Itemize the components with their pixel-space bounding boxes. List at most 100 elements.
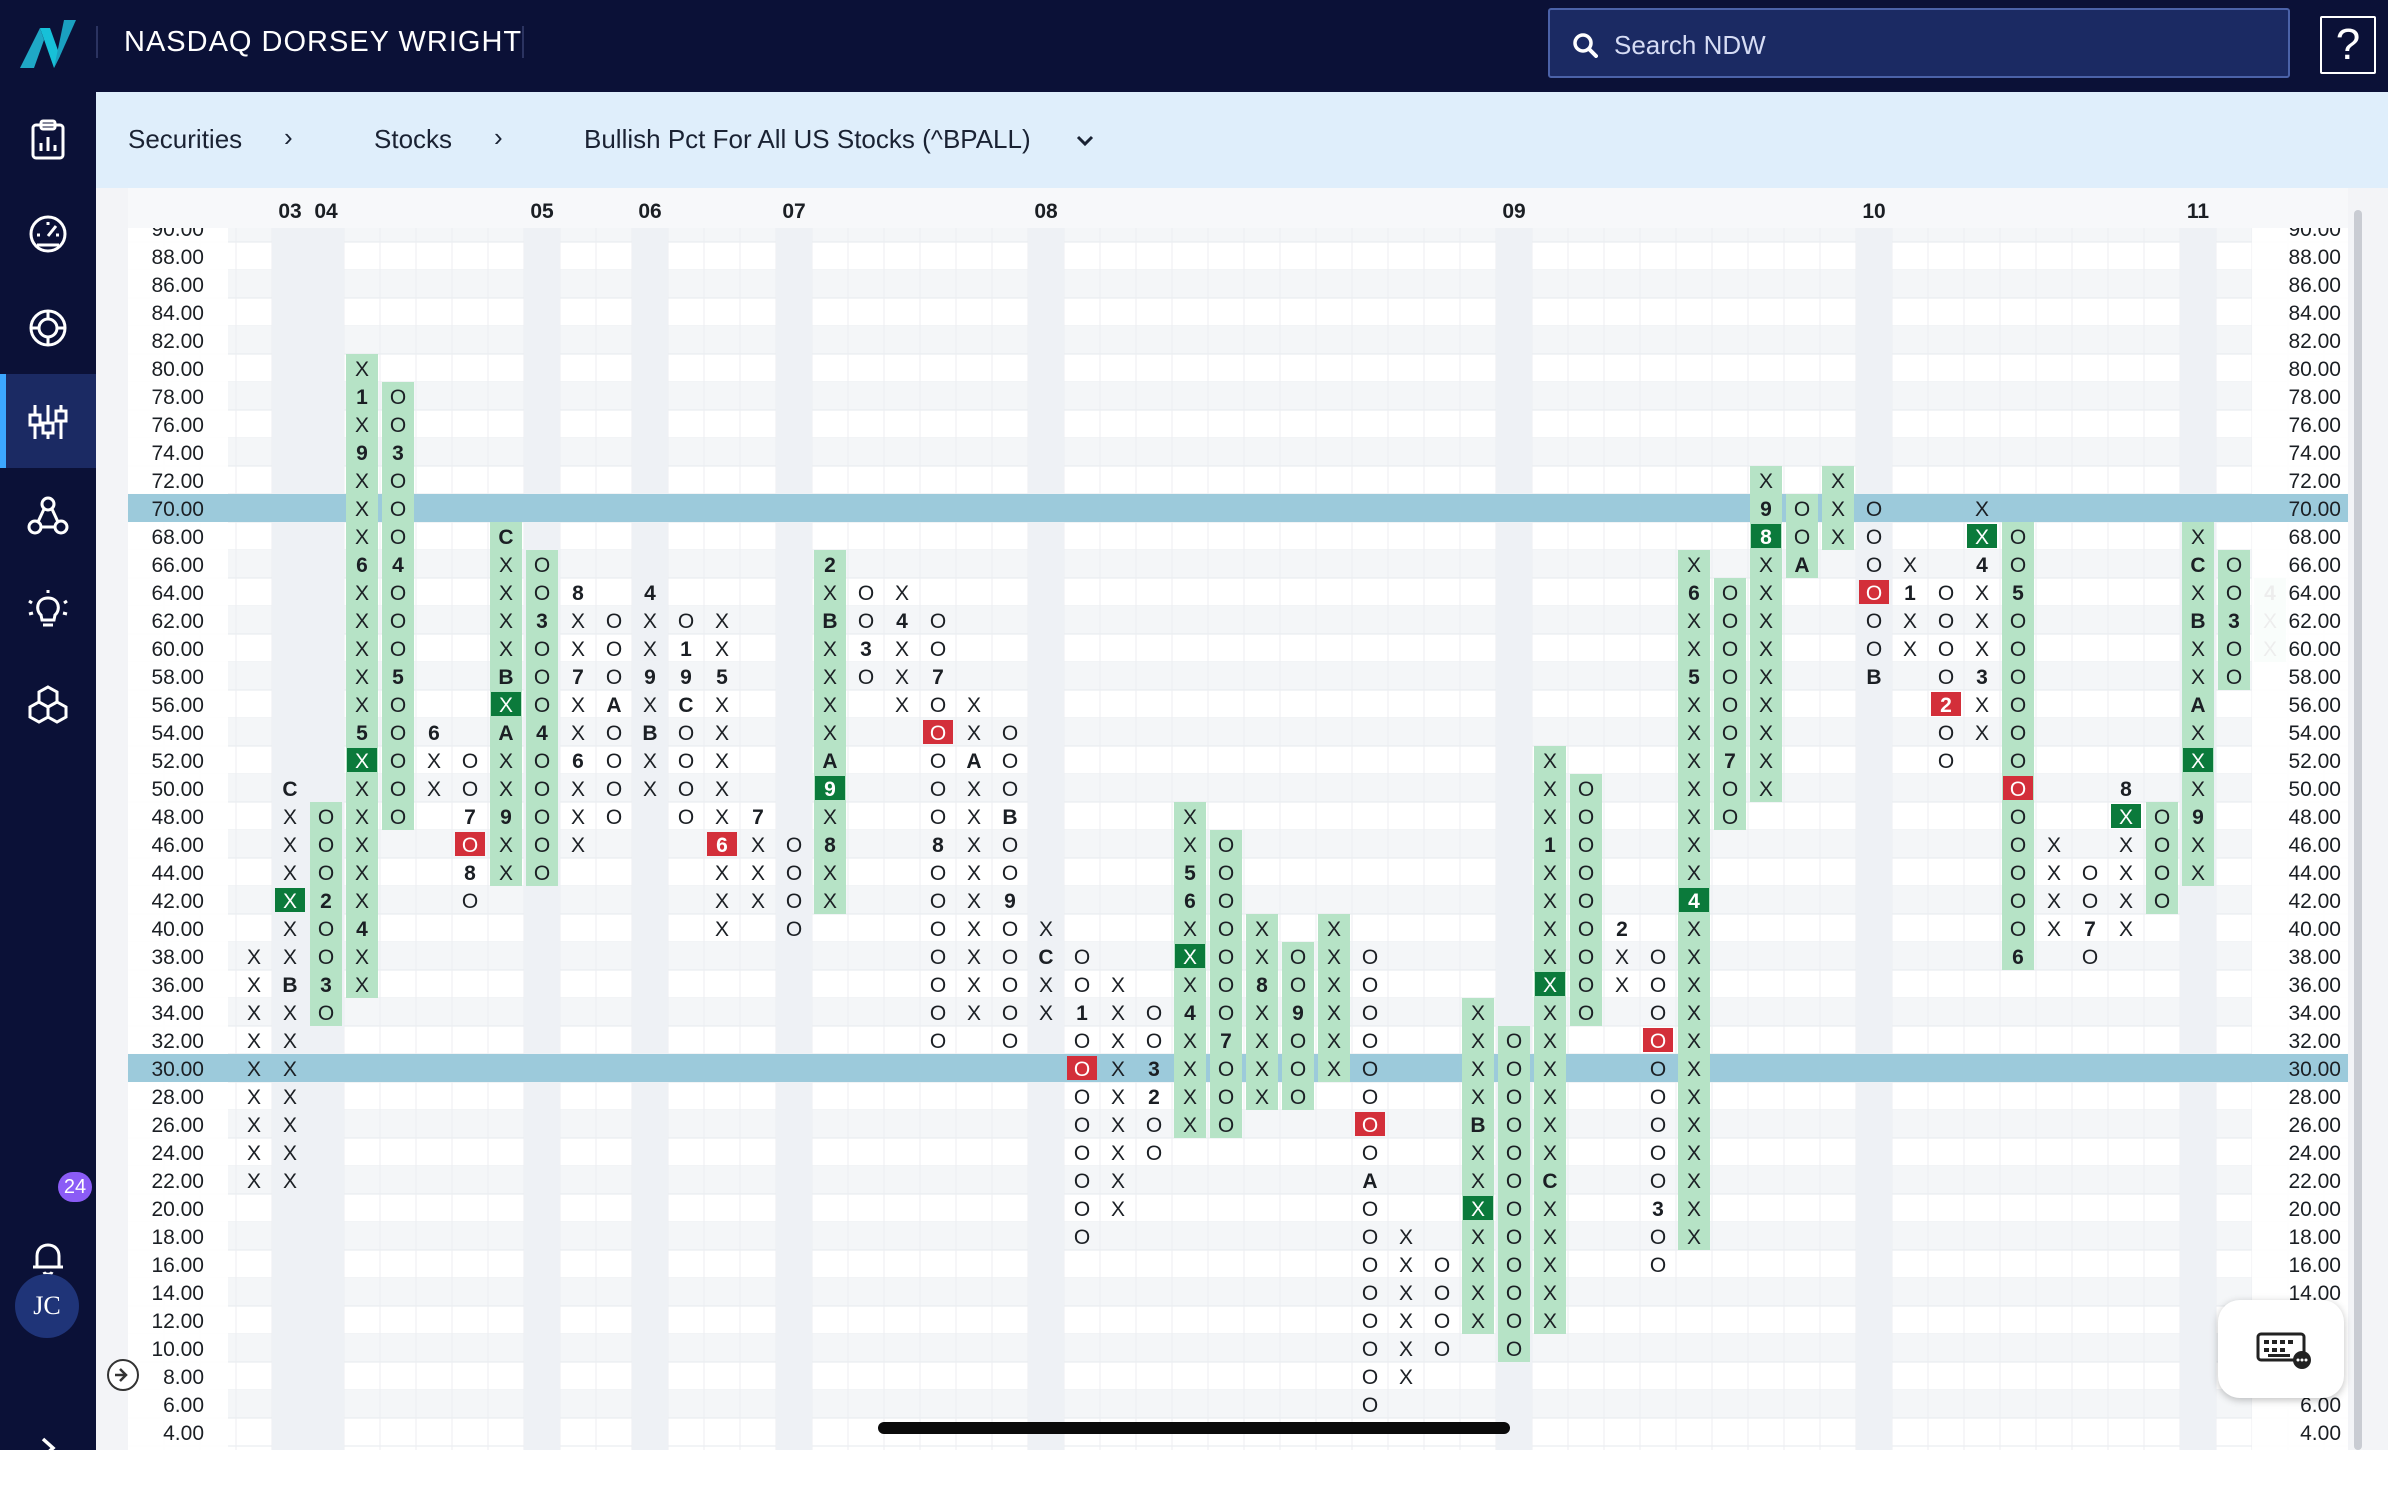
nasdaq-logo-icon[interactable]	[16, 18, 78, 70]
x-box: X	[1615, 946, 1629, 969]
column-highlight	[2182, 522, 2214, 886]
o-box: O	[1506, 1226, 1522, 1249]
x-box: X	[1975, 582, 1989, 605]
o-box: O	[606, 806, 622, 829]
o-box: O	[1002, 750, 1018, 773]
x-box: X	[499, 694, 513, 717]
o-box: O	[390, 750, 406, 773]
o-box: O	[2154, 806, 2170, 829]
o-box: O	[1074, 946, 1090, 969]
x-box: X	[1399, 1226, 1413, 1249]
sidebar-item-models[interactable]	[0, 656, 96, 750]
x-box: X	[823, 806, 837, 829]
signal-box	[347, 748, 377, 772]
search-box[interactable]: Search NDW	[1548, 8, 2290, 78]
y-axis-label-right: 24.00	[2288, 1142, 2341, 1165]
x-box: X	[499, 778, 513, 801]
x-box: X	[247, 974, 261, 997]
expand-circle-icon[interactable]	[106, 1358, 140, 1392]
x-box: X	[499, 554, 513, 577]
x-box: X	[355, 610, 369, 633]
o-box: O	[1362, 974, 1378, 997]
row-band	[128, 1390, 2348, 1418]
o-box: O	[1434, 1310, 1450, 1333]
sidebar-expand[interactable]	[0, 1400, 96, 1494]
o-box: O	[1506, 1198, 1522, 1221]
o-box: O	[2010, 554, 2026, 577]
help-button[interactable]: ?	[2320, 16, 2376, 74]
x-box: X	[499, 582, 513, 605]
search-icon	[1573, 33, 1598, 58]
x-box: X	[571, 638, 585, 661]
sidebar-item-ideas[interactable]	[0, 562, 96, 656]
year-header-band	[128, 188, 2348, 228]
signal-box	[1643, 1028, 1673, 1052]
o-box: O	[930, 750, 946, 773]
x-box: X	[2191, 722, 2205, 745]
highlight-band	[128, 494, 228, 522]
x-box: X	[1831, 470, 1845, 493]
y-axis-label-left: 82.00	[151, 330, 204, 353]
x-box: X	[1471, 1226, 1485, 1249]
month-marker: B	[498, 666, 513, 689]
x-box: X	[1543, 1142, 1557, 1165]
sidebar-item-reports[interactable]	[0, 92, 96, 186]
user-avatar[interactable]: JC	[15, 1274, 79, 1338]
month-marker: 8	[1760, 526, 1772, 549]
o-box: O	[1362, 1002, 1378, 1025]
o-box: O	[786, 834, 802, 857]
breadcrumb-securities[interactable]: Securities	[128, 124, 243, 154]
o-box: O	[318, 918, 334, 941]
o-box: O	[1578, 834, 1594, 857]
sidebar-item-charts[interactable]	[0, 374, 96, 468]
column-highlight	[1822, 466, 1854, 550]
month-marker: B	[822, 610, 837, 633]
y-axis-label-left: 76.00	[151, 414, 204, 437]
x-box: X	[355, 638, 369, 661]
o-box: O	[1866, 526, 1882, 549]
signal-box	[923, 720, 953, 744]
o-box: O	[1290, 1030, 1306, 1053]
sidebar-item-targets[interactable]	[0, 280, 96, 374]
y-axis-label-left: 60.00	[151, 638, 204, 661]
month-marker: 9	[644, 666, 656, 689]
x-box: X	[1183, 918, 1197, 941]
x-box: X	[823, 890, 837, 913]
x-box: X	[2191, 750, 2205, 773]
y-axis-label-left: 14.00	[151, 1282, 204, 1305]
o-box: O	[1218, 862, 1234, 885]
breadcrumb-current-chart[interactable]: Bullish Pct For All US Stocks (^BPALL)	[584, 124, 1031, 154]
y-axis-label-right: 38.00	[2288, 946, 2341, 969]
keyboard-shortcuts-button[interactable]	[2218, 1300, 2344, 1398]
o-box: O	[1794, 498, 1810, 521]
x-box: X	[1327, 974, 1341, 997]
o-box: O	[1074, 974, 1090, 997]
x-box: X	[355, 694, 369, 717]
year-column-band	[776, 228, 812, 1450]
breadcrumb-stocks[interactable]: Stocks	[374, 124, 453, 154]
y-axis-label-left: 72.00	[151, 470, 204, 493]
month-marker: 4	[536, 722, 548, 745]
signal-box	[1751, 524, 1781, 548]
x-box: X	[2191, 582, 2205, 605]
x-box: X	[1687, 862, 1701, 885]
o-box: O	[1218, 834, 1234, 857]
o-box: O	[678, 778, 694, 801]
search-input[interactable]: Search NDW	[1614, 30, 1766, 60]
x-box: X	[571, 778, 585, 801]
month-marker: 2	[1616, 918, 1628, 941]
sidebar-item-dashboard[interactable]	[0, 186, 96, 280]
sidebar-item-network[interactable]	[0, 468, 96, 562]
x-box: X	[1687, 1030, 1701, 1053]
month-marker: 1	[680, 638, 692, 661]
x-box: X	[1327, 1030, 1341, 1053]
x-box: X	[1255, 1086, 1269, 1109]
o-box: O	[1218, 890, 1234, 913]
chevron-down-icon[interactable]	[1074, 130, 1096, 152]
